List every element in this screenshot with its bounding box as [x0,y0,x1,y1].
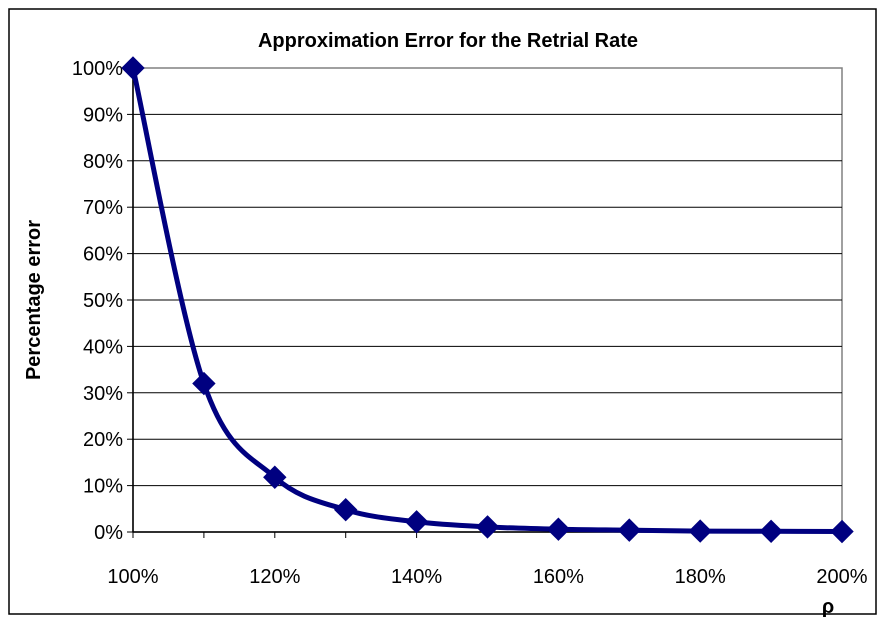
data-point-marker [263,465,287,489]
data-point-marker [475,515,500,539]
grid-lines [133,113,842,487]
x-tick-label: 120% [249,566,300,588]
y-tick-label: 10% [83,476,123,498]
y-tick-label: 80% [83,151,123,173]
data-point-marker [333,498,358,522]
x-tick-label: 100% [107,566,158,588]
x-tick-label: 140% [391,566,442,588]
x-tick-labels: 100% 120% 140% 160% 180% 200% [107,566,867,588]
data-point-marker [759,519,783,544]
marker-group [121,56,854,544]
x-axis-label: ρ [822,596,834,618]
y-tick-label: 50% [83,290,123,312]
data-point-marker [192,371,216,396]
data-point-marker [121,56,145,80]
x-tick-label: 160% [533,566,584,588]
y-tick-label: 0% [94,522,123,544]
y-tick-label: 70% [83,197,123,219]
y-axis-label: Percentage error [23,220,45,380]
x-tick-label: 200% [816,566,867,588]
y-tick-label: 20% [83,429,123,451]
y-tick-label: 40% [83,336,123,358]
chart-title: Approximation Error for the Retrial Rate [258,30,638,52]
x-tick-label: 180% [675,566,726,588]
y-tick-label: 30% [83,383,123,405]
y-tick-label: 90% [83,104,123,126]
y-tick-label: 100% [72,58,123,80]
y-tick-labels: 0% 10% 20% 30% 40% 50% 60% 70% 80% 90% 100% [72,58,123,544]
data-point-marker [546,517,571,541]
data-point-marker [617,518,642,542]
data-point-marker [404,510,429,534]
y-tick-label: 60% [83,244,123,266]
data-point-marker [830,519,854,544]
data-point-marker [688,519,712,543]
